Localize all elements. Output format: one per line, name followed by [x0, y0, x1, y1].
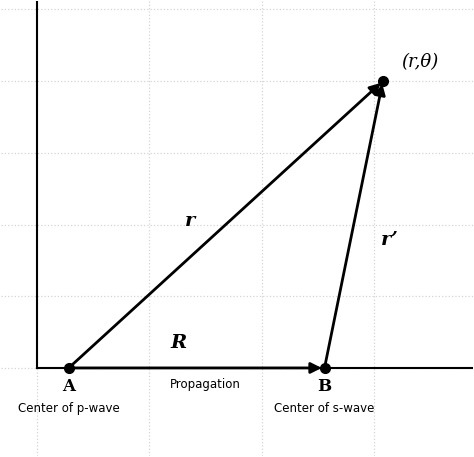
Text: Propagation: Propagation: [170, 378, 241, 391]
Text: r: r: [185, 212, 195, 229]
Text: A: A: [62, 378, 75, 395]
Text: r’: r’: [381, 231, 399, 250]
Text: Center of p-wave: Center of p-wave: [18, 402, 119, 415]
Text: B: B: [318, 378, 332, 395]
Text: (r,θ): (r,θ): [401, 53, 438, 71]
Text: R: R: [171, 334, 187, 352]
Text: Center of s-wave: Center of s-wave: [274, 402, 375, 415]
